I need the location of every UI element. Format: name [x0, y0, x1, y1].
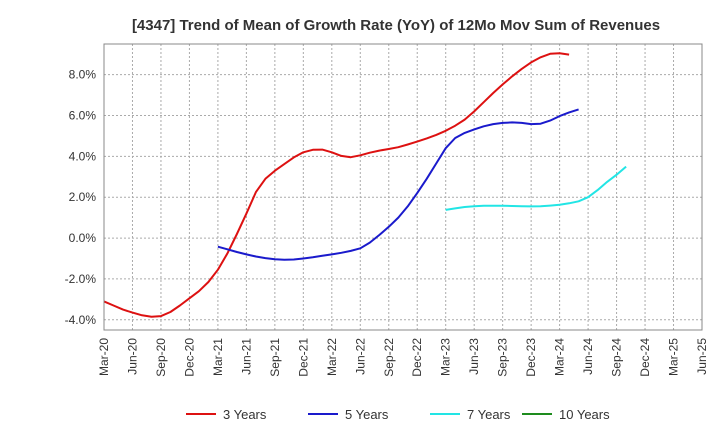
grid	[104, 44, 702, 330]
x-tick-label: Dec-22	[410, 338, 424, 377]
x-tick-label: Mar-24	[553, 338, 567, 376]
x-tick-label: Dec-20	[182, 338, 196, 377]
x-tick-label: Jun-23	[467, 338, 481, 375]
x-tick-label: Sep-22	[382, 338, 396, 377]
y-tick-label: 4.0%	[69, 149, 97, 163]
legend-label-7-years: 7 Years	[467, 407, 511, 422]
x-tick-label: Mar-22	[325, 338, 339, 376]
x-tick-label: Dec-21	[296, 338, 310, 377]
y-tick-label: -2.0%	[65, 272, 97, 286]
x-tick-label: Jun-22	[353, 338, 367, 375]
legend-label-10-years: 10 Years	[559, 407, 610, 422]
y-tick-label: 0.0%	[69, 231, 97, 245]
legend-label-5-years: 5 Years	[345, 407, 389, 422]
x-tick-label: Dec-23	[524, 338, 538, 377]
y-tick-label: -4.0%	[65, 313, 97, 327]
y-tick-label: 8.0%	[69, 68, 97, 82]
x-tick-label: Jun-20	[125, 338, 139, 375]
x-axis: Mar-20 Jun-20 Sep-20 Dec-20 Mar-21 Jun-21 Sep-…	[97, 338, 709, 377]
y-axis: -4.0% -2.0% 0.0% 2.0% 4.0% 6.0% 8.0%	[65, 68, 97, 327]
x-tick-label: Mar-23	[439, 338, 453, 376]
x-tick-label: Jun-21	[239, 338, 253, 375]
x-tick-label: Sep-21	[268, 338, 282, 377]
x-tick-label: Sep-24	[610, 338, 624, 377]
x-tick-label: Sep-20	[154, 338, 168, 377]
x-tick-label: Mar-21	[211, 338, 225, 376]
y-tick-label: 6.0%	[69, 109, 97, 123]
x-tick-label: Mar-20	[97, 338, 111, 376]
legend-label-3-years: 3 Years	[223, 407, 267, 422]
series-line-3-years	[103, 52, 570, 318]
chart-title: [4347] Trend of Mean of Growth Rate (YoY…	[132, 17, 660, 34]
x-tick-label: Jun-24	[581, 338, 595, 375]
y-tick-label: 2.0%	[69, 190, 97, 204]
legend: 3 Years 5 Years 7 Years 10 Years	[186, 407, 610, 422]
x-tick-label: Dec-24	[638, 338, 652, 377]
series-lines	[103, 52, 627, 318]
series-line-7-years	[445, 165, 627, 211]
series-line-5-years	[217, 108, 579, 261]
x-tick-label: Jun-25	[695, 338, 709, 375]
x-tick-label: Sep-23	[496, 338, 510, 377]
plot-frame	[103, 43, 703, 331]
x-tick-label: Mar-25	[667, 338, 681, 376]
